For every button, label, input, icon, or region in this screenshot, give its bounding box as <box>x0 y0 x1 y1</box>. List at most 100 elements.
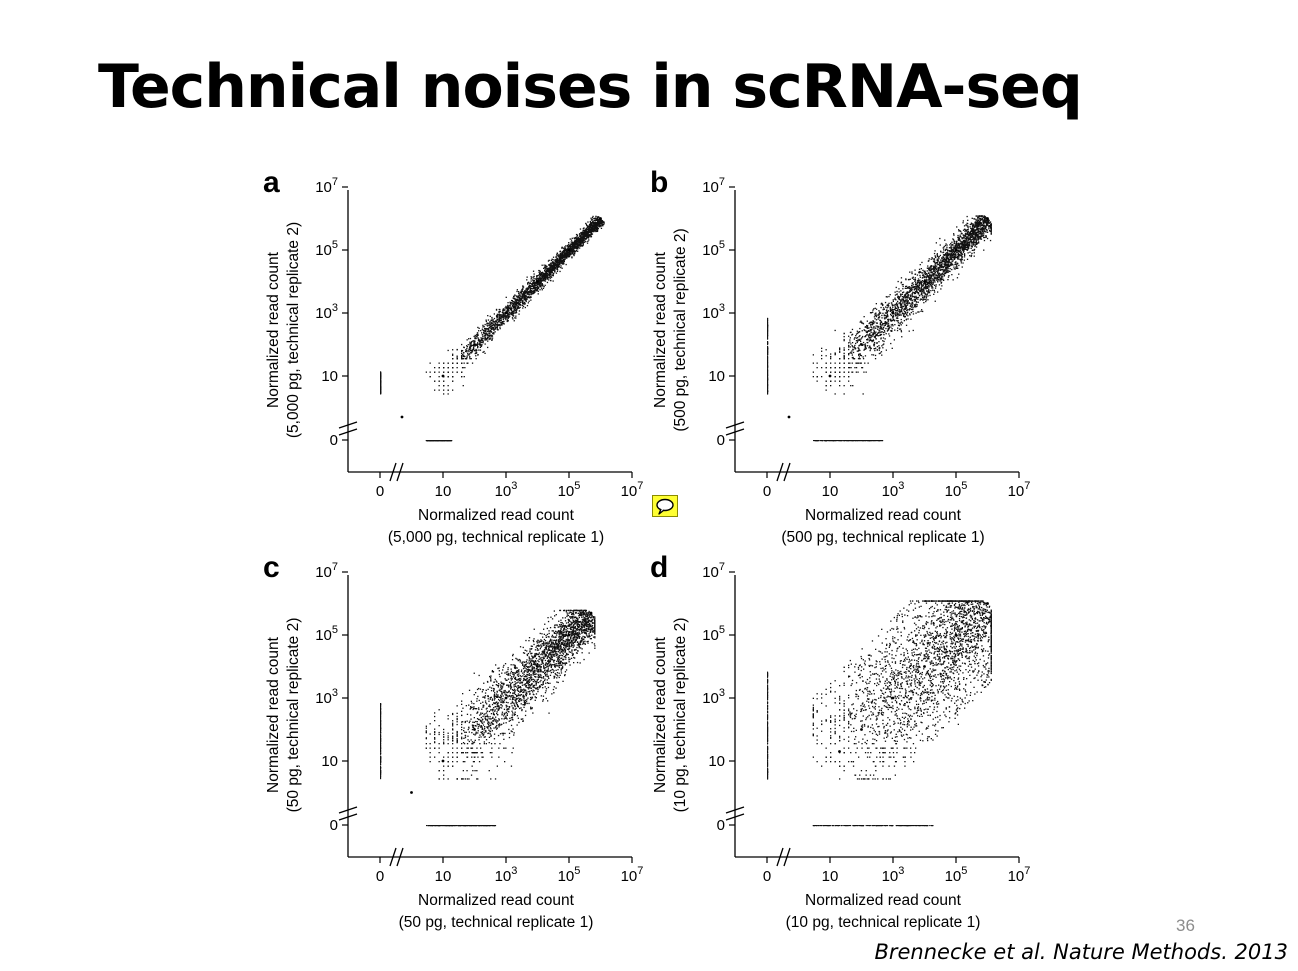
scatter-point <box>920 310 922 312</box>
scatter-point <box>509 307 511 310</box>
scatter-point <box>843 385 845 387</box>
scatter-point <box>466 351 468 353</box>
scatter-point <box>914 292 917 295</box>
scatter-point <box>816 380 818 382</box>
scatter-point <box>927 292 929 294</box>
scatter-point <box>544 278 546 280</box>
scatter-point <box>569 243 572 245</box>
scatter-point <box>880 338 882 340</box>
scatter-point <box>452 358 454 360</box>
scatter-point <box>481 334 483 336</box>
scatter-point <box>584 230 587 232</box>
scatter-point <box>557 255 559 257</box>
scatter-point <box>524 295 526 297</box>
scatter-point <box>977 224 979 227</box>
scatter-point <box>491 328 493 330</box>
scatter-point <box>551 258 553 260</box>
scatter-point <box>548 279 550 281</box>
scatter-point <box>544 276 547 278</box>
scatter-point <box>538 286 540 288</box>
scatter-point <box>491 337 494 339</box>
scatter-point <box>843 362 845 364</box>
scatter-point <box>524 292 526 294</box>
scatter-point <box>532 290 534 292</box>
scatter-point <box>848 342 850 344</box>
scatter-point <box>579 240 581 242</box>
scatter-point <box>976 226 978 228</box>
scatter-point <box>923 283 925 285</box>
scatter-point <box>839 385 841 387</box>
scatter-point <box>989 227 992 229</box>
scatter-point <box>596 226 598 228</box>
scatter-point <box>573 245 575 247</box>
scatter-point <box>848 367 851 369</box>
scatter-point <box>879 325 882 328</box>
scatter-point <box>955 254 957 256</box>
scatter-point <box>474 345 476 347</box>
scatter-point <box>562 258 564 261</box>
scatter-point <box>464 367 466 369</box>
scatter-point <box>900 331 903 333</box>
scatter-point <box>927 281 930 283</box>
scatter-point <box>909 305 912 307</box>
scatter-point <box>487 322 489 325</box>
scatter-point <box>550 263 552 265</box>
scatter-point <box>592 220 594 222</box>
scatter-point <box>966 249 968 251</box>
scatter-point <box>892 318 895 321</box>
zero-x-point <box>380 388 382 390</box>
scatter-point <box>869 348 872 350</box>
scatter-point <box>858 354 860 356</box>
scatter-point <box>894 313 896 315</box>
scatter-point <box>891 347 893 349</box>
scatter-point <box>902 285 904 288</box>
scatter-point <box>429 376 431 378</box>
scatter-point <box>514 307 517 309</box>
scatter-point <box>942 254 945 256</box>
scatter-point <box>595 227 597 229</box>
scatter-point <box>456 362 458 364</box>
scatter-point <box>586 234 589 237</box>
scatter-point <box>527 288 529 290</box>
scatter-point <box>923 289 925 291</box>
scatter-point <box>975 223 977 225</box>
scatter-point <box>945 243 947 245</box>
scatter-point <box>510 313 513 315</box>
scatter-point <box>474 336 476 339</box>
scatter-point <box>544 270 546 272</box>
y-axis-label-detail: (5,000 pg, technical replicate 2) <box>285 222 302 438</box>
scatter-point <box>574 246 576 248</box>
scatter-point <box>965 244 967 247</box>
scatter-point <box>916 297 918 299</box>
scatter-point <box>596 222 598 224</box>
scatter-point <box>977 216 979 218</box>
scatter-point <box>905 300 908 302</box>
scatter-point <box>896 307 898 309</box>
scatter-point <box>587 231 589 233</box>
scatter-point <box>879 333 882 336</box>
scatter-point <box>909 286 911 288</box>
scatter-point <box>528 300 530 302</box>
scatter-point <box>525 299 527 302</box>
scatter-point <box>976 220 979 222</box>
scatter-point <box>570 248 572 250</box>
scatter-point <box>970 240 972 242</box>
scatter-point <box>934 276 936 279</box>
scatter-point <box>591 217 594 219</box>
scatter-point <box>513 311 515 313</box>
scatter-point <box>972 233 974 235</box>
scatter-point <box>516 290 518 293</box>
scatter-point <box>533 279 535 282</box>
scatter-point <box>556 260 558 262</box>
scatter-point <box>897 280 899 283</box>
scatter-point <box>470 342 472 344</box>
scatter-point <box>848 376 850 378</box>
scatter-point <box>513 295 515 297</box>
scatter-point <box>943 245 945 248</box>
scatter-point <box>892 306 894 308</box>
scatter-point <box>572 247 574 249</box>
scatter-point <box>983 231 985 233</box>
scatter-point <box>970 234 972 236</box>
scatter-point <box>576 241 578 243</box>
